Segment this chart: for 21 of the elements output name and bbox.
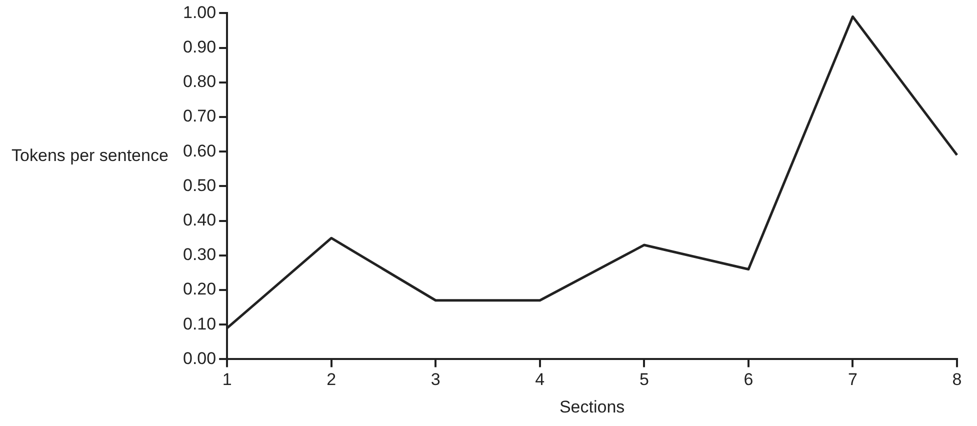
y-tick-label: 0.00	[182, 348, 216, 368]
y-tick-label: 1.00	[182, 2, 216, 22]
x-axis-title: Sections	[559, 397, 625, 416]
x-tick-label: 2	[326, 370, 336, 390]
x-tick-label: 8	[952, 370, 962, 390]
y-axis-title: Tokens per sentence	[10, 145, 170, 167]
y-tick-label: 0.90	[182, 37, 216, 56]
y-tick-label: 0.50	[182, 176, 216, 195]
x-tick-label: 5	[639, 370, 649, 390]
x-tick-label: 1	[222, 370, 232, 390]
y-tick-label: 0.80	[182, 72, 216, 92]
y-tick-label: 0.40	[182, 210, 216, 230]
y-tick-label: 0.70	[182, 106, 216, 126]
x-tick-label: 4	[535, 370, 545, 390]
y-tick-label: 0.20	[182, 280, 216, 299]
x-tick-label: 3	[430, 370, 440, 390]
x-tick-label: 7	[848, 370, 858, 390]
y-tick-label: 0.30	[182, 245, 216, 264]
y-tick-label: 0.10	[182, 314, 216, 334]
x-tick-label: 6	[744, 370, 754, 390]
y-tick-label: 0.60	[182, 141, 216, 160]
